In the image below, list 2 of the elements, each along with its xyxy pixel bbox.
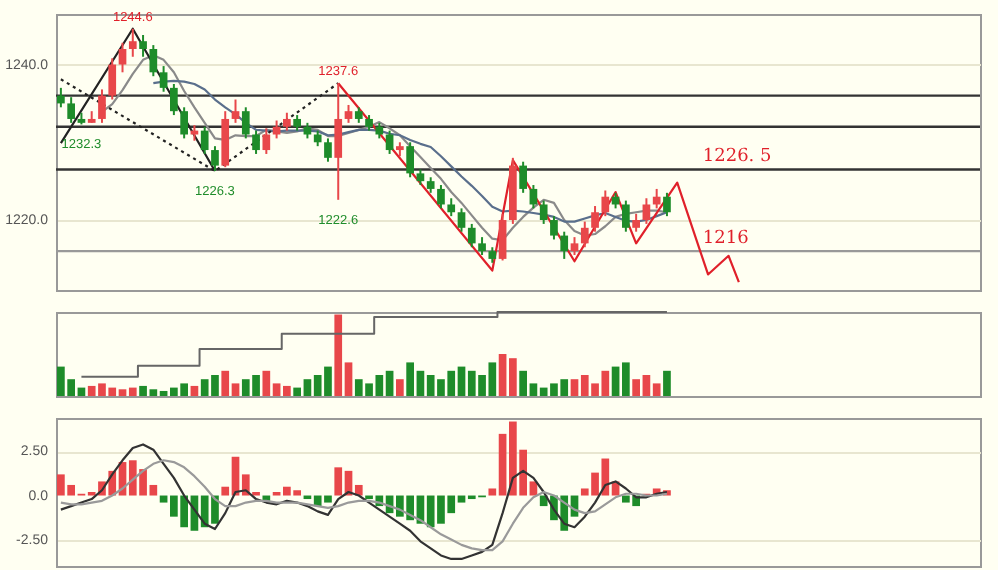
ref-line-label: 1216 — [702, 229, 750, 250]
ref-line-label: 1226. 5 — [702, 147, 773, 168]
